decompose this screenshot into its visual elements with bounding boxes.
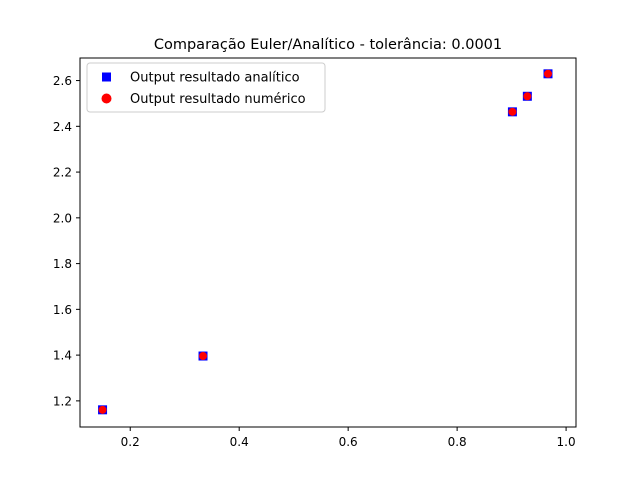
y-tick-label-2.4: 2.4 bbox=[53, 120, 72, 134]
x-tick-label-0.8: 0.8 bbox=[448, 435, 467, 449]
point-numerical-1 bbox=[98, 405, 107, 414]
y-tick-label-1.8: 1.8 bbox=[53, 257, 72, 271]
x-tick-label-0.4: 0.4 bbox=[230, 435, 249, 449]
axes: 0.2 0.4 0.6 0.8 1.0 1.2 1.4 1.6 1.8 2.0 2.2 2.4 2.6 bbox=[53, 57, 577, 449]
y-tick-label-2.0: 2.0 bbox=[53, 211, 72, 225]
x-tick-label-0.2: 0.2 bbox=[121, 435, 140, 449]
x-tick-label-1.0: 1.0 bbox=[557, 435, 576, 449]
legend-marker-numerical bbox=[101, 93, 112, 104]
legend-label-analytical: Output resultado analítico bbox=[130, 71, 300, 86]
plot-frame bbox=[79, 57, 577, 428]
point-numerical-3 bbox=[508, 107, 517, 116]
y-tick-label-2.2: 2.2 bbox=[53, 166, 72, 180]
y-tick-label-1.2: 1.2 bbox=[53, 394, 72, 408]
point-numerical-5 bbox=[543, 69, 552, 78]
y-tick-label-2.6: 2.6 bbox=[53, 74, 72, 88]
x-tick-label-0.6: 0.6 bbox=[339, 435, 358, 449]
legend-label-numerical: Output resultado numérico bbox=[130, 92, 306, 107]
y-tick-label-1.4: 1.4 bbox=[53, 349, 72, 363]
legend: Output resultado analítico Output result… bbox=[86, 62, 326, 113]
point-numerical-4 bbox=[523, 92, 532, 101]
chart-title: Comparação Euler/Analítico - tolerância:… bbox=[154, 37, 502, 53]
legend-marker-analytical bbox=[102, 72, 111, 82]
point-numerical-2 bbox=[199, 352, 208, 361]
legend-frame bbox=[86, 62, 326, 113]
y-tick-label-1.6: 1.6 bbox=[53, 303, 72, 317]
data-points bbox=[98, 69, 553, 415]
